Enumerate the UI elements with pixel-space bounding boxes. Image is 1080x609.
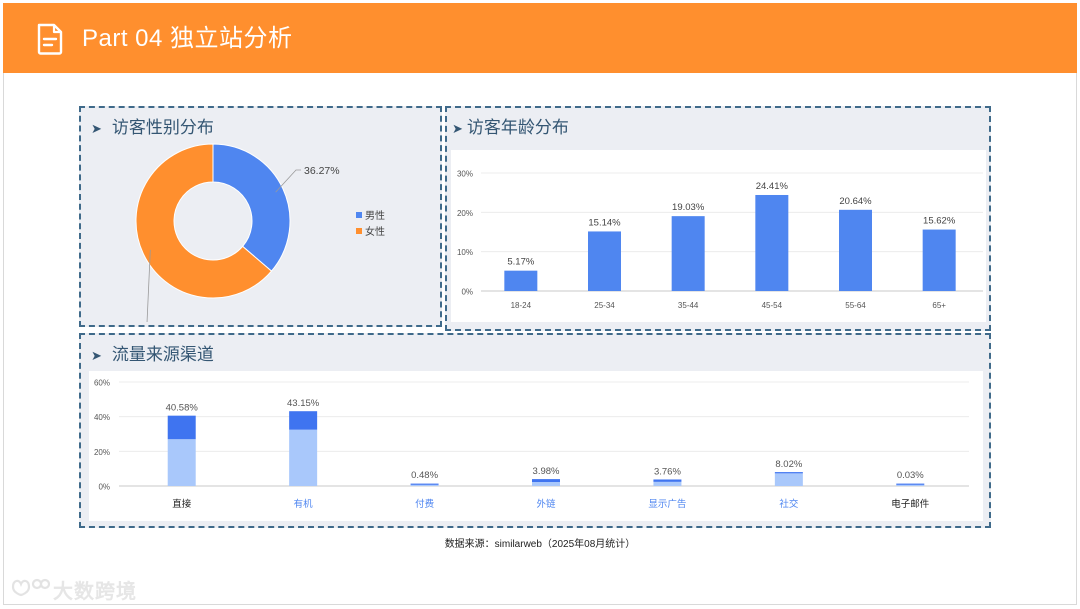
document-icon bbox=[37, 23, 63, 55]
age-bar-value-label: 5.17% bbox=[507, 257, 534, 268]
traffic-bar-total-label: 3.76% bbox=[654, 466, 681, 477]
age-x-tick-label: 65+ bbox=[932, 301, 946, 310]
traffic-panel: ➤ 流量来源渠道 0% 20% 40% 60% 40.58% 直接 43.15% 有机 0.48%… bbox=[79, 333, 991, 528]
chevron-right-icon: ➤ bbox=[91, 121, 102, 136]
traffic-y-tick-0: 0% bbox=[98, 483, 110, 492]
traffic-bar-total-label: 0.03% bbox=[897, 470, 924, 481]
traffic-bar-total-label: 8.02% bbox=[775, 459, 802, 470]
traffic-bar-total-label: 43.15% bbox=[287, 398, 320, 409]
watermark-logo-icon bbox=[10, 576, 51, 598]
traffic-y-tick-3: 60% bbox=[94, 379, 110, 388]
traffic-x-tick-label: 社交 bbox=[779, 498, 799, 510]
traffic-bar-segment-1 bbox=[167, 415, 196, 440]
traffic-x-tick-label: 外链 bbox=[536, 498, 556, 510]
pie-leader-line-1 bbox=[146, 249, 151, 322]
traffic-bar-segment-0 bbox=[774, 473, 803, 486]
traffic-bar-total-label: 0.48% bbox=[411, 470, 438, 481]
traffic-bar-total-label: 3.98% bbox=[533, 466, 560, 477]
age-panel: ➤ 访客年龄分布 0% 10% 20% 30% 5.17% 18-24 15.14% 25-34… bbox=[445, 106, 991, 331]
legend-label-0: 男性 bbox=[365, 209, 385, 222]
pie-value-label-0: 36.27% bbox=[304, 165, 340, 177]
header-bar: Part 04 独立站分析 bbox=[3, 3, 1077, 73]
traffic-x-tick-label: 显示广告 bbox=[648, 498, 686, 510]
age-x-tick-label: 25-34 bbox=[594, 301, 615, 310]
traffic-x-tick-label: 电子邮件 bbox=[891, 498, 930, 510]
traffic-bar-segment-1 bbox=[289, 411, 318, 430]
age-bar-value-label: 15.14% bbox=[588, 217, 621, 228]
legend-label-1: 女性 bbox=[365, 225, 385, 238]
traffic-y-tick-2: 40% bbox=[94, 413, 110, 422]
age-bar-25-34 bbox=[588, 231, 621, 291]
traffic-y-tick-1: 20% bbox=[94, 448, 110, 457]
traffic-x-tick-label: 有机 bbox=[294, 498, 314, 510]
age-panel-title: 访客年龄分布 bbox=[466, 118, 569, 137]
traffic-bar-segment-0 bbox=[653, 481, 682, 486]
age-x-tick-label: 35-44 bbox=[678, 301, 699, 310]
age-bar-65+ bbox=[922, 229, 956, 291]
chevron-right-icon: ➤ bbox=[91, 348, 102, 363]
traffic-bar-segment-0 bbox=[289, 429, 318, 486]
data-source-note: 数据来源：similarweb（2025年08月统计） bbox=[444, 539, 636, 550]
age-x-tick-label: 45-54 bbox=[762, 301, 783, 310]
age-panel-heading: ➤ 访客年龄分布 bbox=[452, 116, 569, 141]
age-y-tick-3: 30% bbox=[457, 170, 473, 179]
age-x-tick-label: 55-64 bbox=[845, 301, 866, 310]
traffic-bar-segment-0 bbox=[410, 484, 439, 486]
traffic-bar-total-label: 40.58% bbox=[166, 403, 199, 414]
gender-panel-title: 访客性别分布 bbox=[111, 118, 214, 137]
traffic-panel-title: 流量来源渠道 bbox=[111, 345, 214, 364]
age-y-tick-0: 0% bbox=[461, 288, 473, 297]
age-x-tick-label: 18-24 bbox=[511, 301, 532, 310]
watermark-text: 大数跨境 bbox=[53, 581, 137, 603]
age-chart-area: 0% 10% 20% 30% 5.17% 18-24 15.14% 25-34 19.03% 35… bbox=[451, 150, 986, 322]
traffic-x-tick-label: 付费 bbox=[415, 498, 434, 510]
traffic-bar-segment-1 bbox=[410, 483, 439, 485]
age-bar-35-44 bbox=[671, 216, 705, 291]
age-bar-value-label: 15.62% bbox=[923, 216, 956, 227]
age-y-tick-1: 10% bbox=[457, 248, 473, 257]
age-bar-chart: 0% 10% 20% 30% 5.17% 18-24 15.14% 25-34 19.03% 35… bbox=[457, 170, 983, 310]
gender-panel-heading: ➤ 访客性别分布 bbox=[91, 116, 214, 141]
traffic-bar-segment-1 bbox=[896, 483, 925, 485]
age-bar-18-24 bbox=[504, 270, 538, 291]
legend-swatch-1 bbox=[356, 228, 362, 234]
age-y-tick-2: 20% bbox=[457, 209, 473, 218]
chevron-right-icon: ➤ bbox=[452, 121, 463, 136]
page-title: Part 04 独立站分析 bbox=[82, 25, 293, 52]
pie-slice-0 bbox=[212, 143, 291, 272]
legend-swatch-0 bbox=[356, 212, 362, 218]
age-bar-55-64 bbox=[839, 209, 872, 291]
traffic-bar-chart: 0% 20% 40% 60% 40.58% 直接 43.15% 有机 0.48% 付费 3.98% 外… bbox=[94, 379, 969, 510]
traffic-bar-segment-1 bbox=[532, 479, 560, 483]
traffic-bar-segment-0 bbox=[532, 482, 560, 486]
traffic-panel-heading: ➤ 流量来源渠道 bbox=[91, 343, 214, 368]
traffic-bar-segment-0 bbox=[167, 439, 196, 486]
traffic-bar-segment-0 bbox=[896, 484, 925, 486]
age-bar-value-label: 19.03% bbox=[672, 202, 705, 213]
age-bar-value-label: 20.64% bbox=[839, 196, 872, 207]
traffic-chart-area: 0% 20% 40% 60% 40.58% 直接 43.15% 有机 0.48% 付费 3.98% 外… bbox=[89, 371, 983, 521]
pie-leader-line-0 bbox=[275, 169, 301, 193]
traffic-bar-segment-1 bbox=[774, 472, 803, 474]
traffic-x-tick-label: 直接 bbox=[172, 498, 192, 510]
pie-slice-1 bbox=[135, 143, 273, 299]
traffic-bar-segment-1 bbox=[653, 479, 682, 482]
age-bar-value-label: 24.41% bbox=[756, 181, 789, 192]
age-bar-45-54 bbox=[755, 194, 789, 291]
